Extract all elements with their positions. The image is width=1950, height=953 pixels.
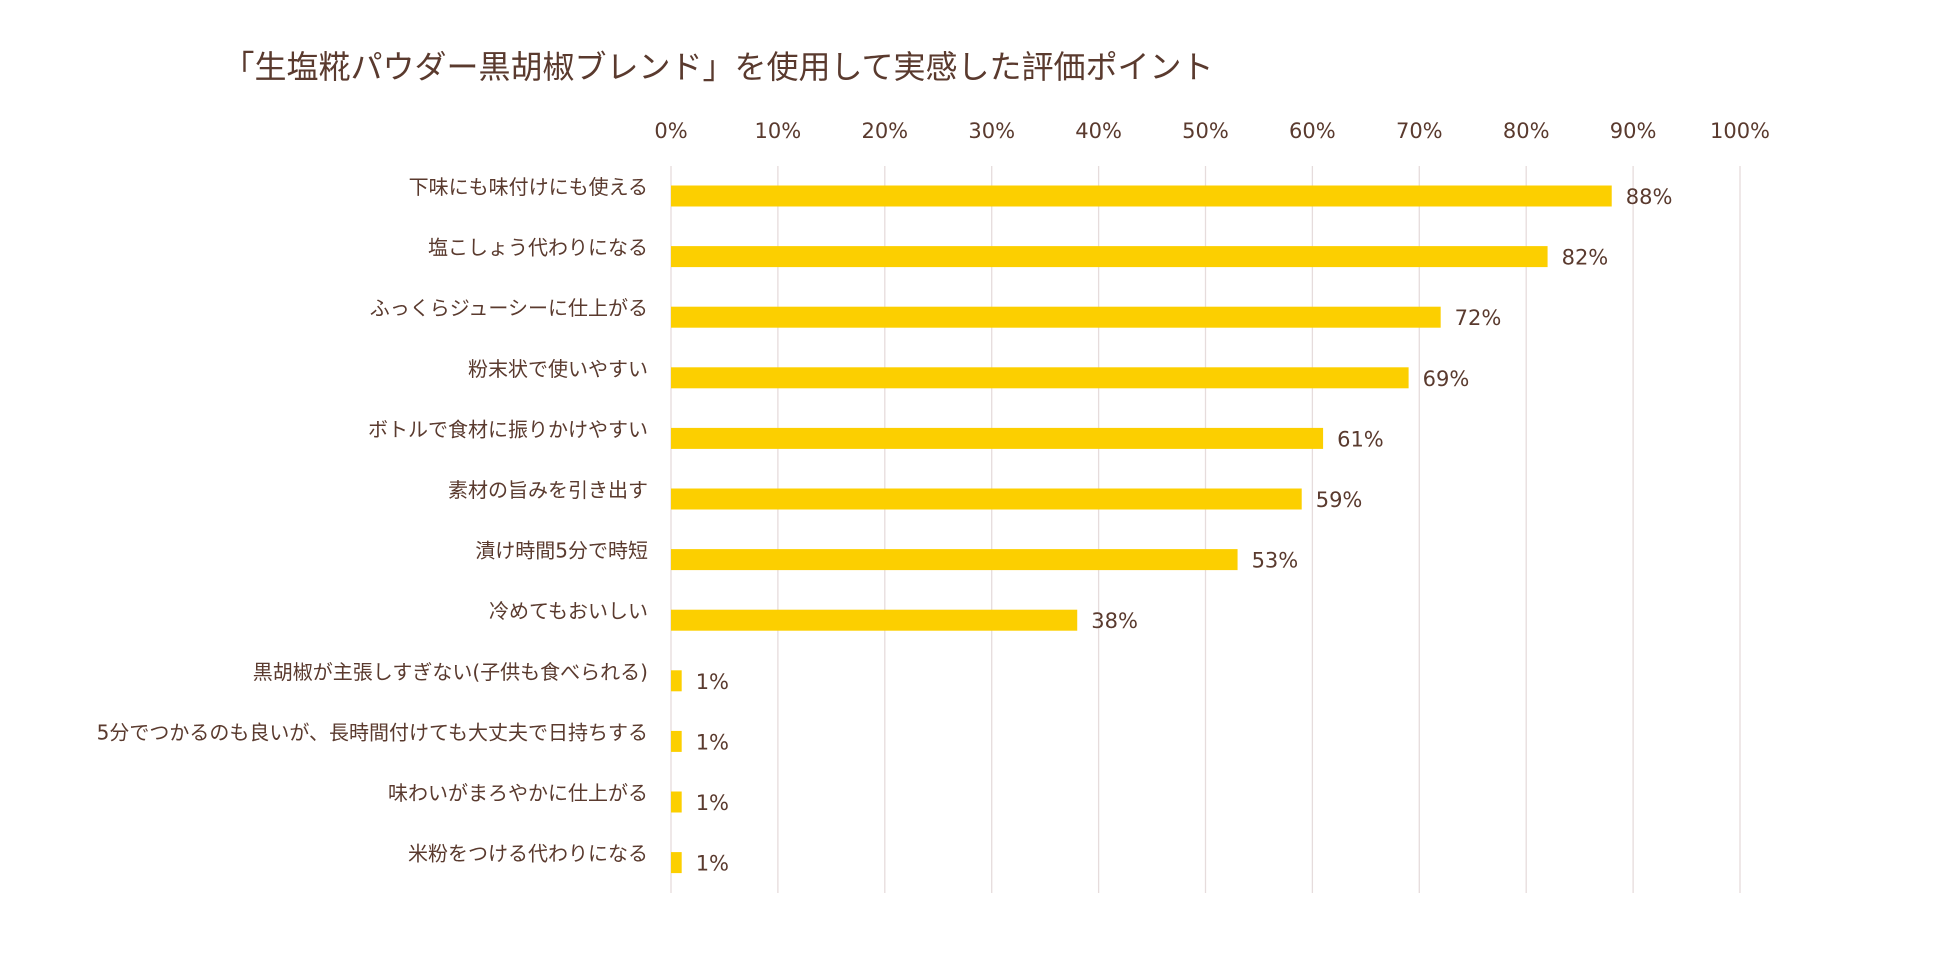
category-label: ボトルで食材に振りかけやすい [368, 417, 648, 441]
category-label: 塩こしょう代わりになる [428, 236, 648, 260]
category-label: 冷めてもおいしい [489, 599, 648, 623]
bar [671, 549, 1238, 571]
bar [671, 306, 1441, 328]
x-axis-ticks: 0% 10% 20% 30% 40% 50% 60% 70% 80% 90% 100% [654, 119, 1770, 143]
data-label: 82% [1562, 246, 1609, 270]
bars [671, 185, 1612, 874]
x-tick-label: 60% [1289, 119, 1336, 143]
bar [671, 609, 1078, 631]
bar [671, 427, 1324, 449]
category-label: 味わいがまろやかに仕上がる [388, 781, 648, 805]
bar [671, 488, 1302, 510]
x-tick-label: 30% [968, 119, 1015, 143]
x-tick-label: 50% [1182, 119, 1229, 143]
data-labels: 88% 82% 72% 69% 61% 59% 53% 38% 1% 1% 1% 1% [696, 185, 1673, 876]
bar [671, 367, 1409, 389]
x-tick-label: 0% [654, 119, 687, 143]
data-label: 1% [696, 730, 729, 754]
category-label: 下味にも味付けにも使える [409, 175, 648, 199]
data-label: 72% [1455, 306, 1502, 330]
gridlines [670, 166, 1741, 893]
category-labels: 下味にも味付けにも使える塩こしょう代わりになるふっくらジューシーに仕上がる粉末状… [97, 175, 648, 866]
x-tick-label: 20% [861, 119, 908, 143]
data-label: 1% [696, 791, 729, 815]
category-label: 漬け時間5分で時短 [475, 539, 648, 563]
data-label: 69% [1423, 367, 1470, 391]
bar [671, 791, 682, 813]
category-label: 米粉をつける代わりになる [408, 842, 648, 866]
bar [671, 246, 1548, 268]
data-label: 53% [1252, 549, 1299, 573]
x-tick-label: 70% [1396, 119, 1443, 143]
bar [671, 852, 682, 874]
category-label: 粉末状で使いやすい [468, 357, 648, 381]
bar [671, 730, 682, 752]
category-label: 黒胡椒が主張しすぎない(子供も食べられる) [253, 660, 648, 684]
chart-title: 「生塩糀パウダー黒胡椒ブレンド」を使用して実感した評価ポイント [222, 48, 1213, 86]
bar [671, 670, 682, 692]
x-tick-label: 10% [755, 119, 802, 143]
data-label: 38% [1091, 609, 1138, 633]
data-label: 1% [696, 670, 729, 694]
data-label: 61% [1337, 427, 1384, 451]
category-label: ふっくらジューシーに仕上がる [370, 296, 648, 320]
x-tick-label: 90% [1610, 119, 1657, 143]
x-tick-label: 40% [1075, 119, 1122, 143]
x-tick-label: 100% [1710, 119, 1770, 143]
data-label: 59% [1316, 488, 1363, 512]
category-label: 5分でつかるのも良いが、長時間付けても大丈夫で日持ちする [97, 720, 648, 744]
data-label: 88% [1626, 185, 1673, 209]
x-tick-label: 80% [1503, 119, 1550, 143]
data-label: 1% [696, 852, 729, 876]
bar [671, 185, 1612, 207]
category-label: 素材の旨みを引き出す [448, 478, 648, 502]
